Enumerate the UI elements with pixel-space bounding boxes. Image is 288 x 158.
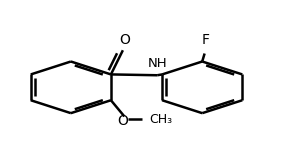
Text: O: O	[119, 33, 130, 47]
Text: NH: NH	[148, 57, 168, 70]
Text: CH₃: CH₃	[149, 112, 172, 126]
Text: F: F	[202, 33, 209, 47]
Text: O: O	[118, 114, 128, 128]
